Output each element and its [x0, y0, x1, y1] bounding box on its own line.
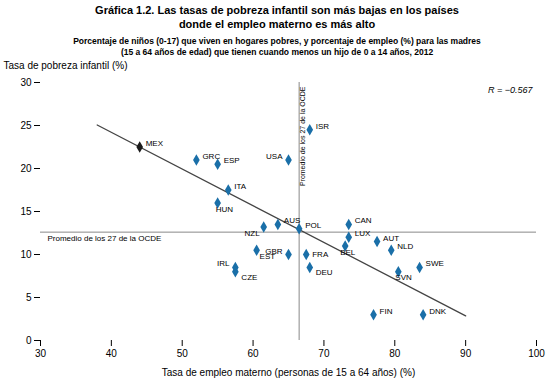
svg-text:CAN: CAN [355, 216, 372, 225]
svg-text:ESP: ESP [224, 156, 240, 165]
svg-text:R = −0.567: R = −0.567 [488, 84, 534, 94]
svg-text:90: 90 [460, 347, 472, 358]
svg-text:AUT: AUT [383, 233, 400, 243]
svg-text:70: 70 [318, 347, 330, 358]
svg-text:Tasa de pobreza infantil (%): Tasa de pobreza infantil (%) [4, 59, 128, 70]
svg-text:FIN: FIN [380, 306, 393, 315]
svg-text:FRA: FRA [312, 250, 329, 259]
svg-text:0: 0 [26, 334, 32, 345]
svg-text:Promedio de los 27 de la OCDE: Promedio de los 27 de la OCDE [48, 233, 162, 242]
svg-text:LUX: LUX [355, 229, 371, 238]
html-text:Porcentaje de niños (0-17) que: Porcentaje de niños (0-17) que viven en … [73, 35, 481, 57]
svg-text:15: 15 [20, 205, 32, 216]
svg-text:CZE: CZE [241, 273, 257, 282]
svg-text:AUS: AUS [284, 216, 300, 225]
svg-text:100: 100 [528, 347, 545, 358]
svg-text:10: 10 [20, 248, 32, 259]
svg-text:BEL: BEL [340, 247, 356, 256]
svg-text:DEU: DEU [316, 268, 333, 277]
svg-text:30: 30 [20, 76, 32, 87]
svg-text:30: 30 [35, 347, 47, 358]
svg-text:50: 50 [177, 347, 189, 358]
svg-text:25: 25 [20, 119, 32, 130]
svg-text:80: 80 [389, 347, 401, 358]
svg-text:Promedio de los 27 de la OCDE: Promedio de los 27 de la OCDE [299, 86, 306, 186]
svg-text:IRL: IRL [217, 259, 230, 268]
svg-text:ITA: ITA [234, 182, 247, 191]
svg-text:DNK: DNK [429, 306, 447, 315]
svg-text:GBR: GBR [265, 246, 283, 255]
svg-text:EST: EST [259, 251, 276, 261]
svg-text:POL: POL [305, 220, 322, 229]
svg-text:MEX: MEX [146, 139, 164, 148]
svg-text:ISR: ISR [316, 121, 330, 130]
html-text:Gráfica 1.2. Las tasas de pobr: Gráfica 1.2. Las tasas de pobreza infant… [95, 4, 459, 30]
svg-text:GRC: GRC [202, 151, 220, 160]
svg-text:Tasa de empleo materno (person: Tasa de empleo materno (personas de 15 a… [162, 366, 415, 377]
svg-text:SVN: SVN [395, 273, 412, 282]
svg-text:40: 40 [106, 347, 118, 358]
svg-text:SWE: SWE [426, 259, 444, 268]
svg-text:NZL: NZL [245, 228, 261, 237]
svg-text:NLD: NLD [397, 242, 413, 251]
svg-text:60: 60 [248, 347, 260, 358]
svg-text:5: 5 [26, 291, 32, 302]
svg-text:20: 20 [20, 162, 32, 173]
svg-text:USA: USA [266, 151, 283, 160]
svg-text:HUN: HUN [216, 204, 234, 213]
